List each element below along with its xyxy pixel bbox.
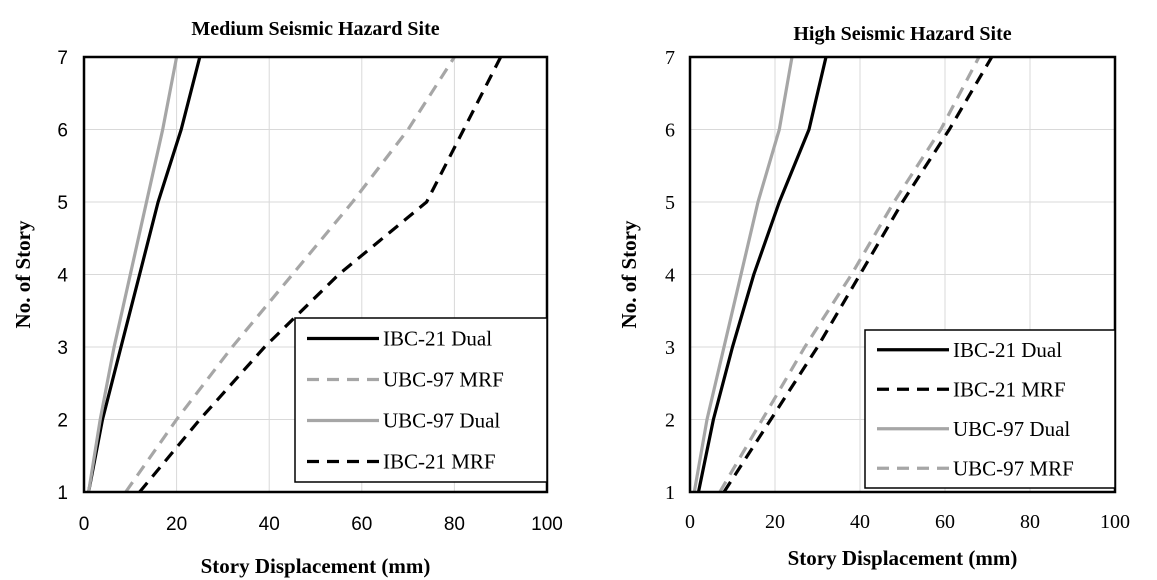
x-tick-label: 80 bbox=[444, 514, 465, 535]
x-axis-label: Story Displacement (mm) bbox=[788, 546, 1018, 570]
y-tick-label: 4 bbox=[57, 266, 68, 287]
x-axis-label: Story Displacement (mm) bbox=[201, 554, 431, 578]
y-tick-label: 3 bbox=[665, 337, 675, 359]
legend-label: UBC-97 MRF bbox=[953, 456, 1074, 480]
legend-label: UBC-97 Dual bbox=[383, 409, 500, 433]
chart-title: Medium Seismic Hazard Site bbox=[191, 18, 439, 40]
y-tick-label: 6 bbox=[57, 121, 68, 142]
legend-box bbox=[294, 317, 548, 483]
chart-panel-1: Medium Seismic Hazard Site 0 20 40 60 80 100 1 2… bbox=[11, 18, 563, 578]
y-tick-label: 3 bbox=[57, 338, 68, 359]
plot-frame bbox=[82, 55, 549, 494]
x-tick-label: 60 bbox=[351, 514, 372, 535]
x-tick-label: 100 bbox=[531, 514, 563, 535]
legend-label: IBC-21 MRF bbox=[953, 377, 1066, 401]
y-tick-label: 6 bbox=[665, 120, 675, 142]
legend-label: IBC-21 Dual bbox=[953, 338, 1062, 362]
y-tick-label: 4 bbox=[665, 265, 675, 287]
legend-label: IBC-21 Dual bbox=[383, 327, 492, 351]
y-tick-label: 1 bbox=[665, 482, 675, 504]
x-tick-label: 40 bbox=[259, 514, 280, 535]
series-line-4 bbox=[718, 56, 981, 493]
x-tick-label: 20 bbox=[166, 514, 187, 535]
y-tick-label: 2 bbox=[665, 410, 675, 432]
y-tick-label: 5 bbox=[57, 193, 68, 214]
x-tick-label: 40 bbox=[850, 511, 870, 533]
y-tick-label: 2 bbox=[57, 411, 68, 432]
chart-panel-2: High Seismic Hazard Site 0 20 40 60 80 100 1 2 3 4… bbox=[617, 23, 1130, 570]
legend-label: UBC-97 MRF bbox=[383, 368, 504, 392]
legend-label: IBC-21 MRF bbox=[383, 450, 496, 474]
x-tick-label: 20 bbox=[765, 511, 785, 533]
x-tick-label: 0 bbox=[685, 511, 695, 533]
series-line-3 bbox=[692, 56, 794, 493]
legend-box bbox=[864, 329, 1116, 489]
series-line-1 bbox=[696, 56, 828, 493]
x-tick-label: 100 bbox=[1100, 511, 1130, 533]
x-tick-label: 60 bbox=[935, 511, 955, 533]
y-tick-label: 1 bbox=[57, 483, 68, 504]
legend: IBC-21 Dual UBC-97 MRF UBC-97 Dual IBC-21 M… bbox=[294, 317, 548, 483]
legend-label: UBC-97 Dual bbox=[953, 417, 1070, 441]
chart-title: High Seismic Hazard Site bbox=[793, 23, 1011, 45]
series-line-2 bbox=[124, 56, 456, 493]
y-axis-label: No. of Story bbox=[617, 220, 641, 328]
series-line-2 bbox=[722, 56, 994, 493]
y-tick-label: 5 bbox=[665, 192, 675, 214]
series-line-4 bbox=[138, 56, 503, 494]
y-axis-label: No. of Story bbox=[11, 220, 35, 328]
y-tick-label: 7 bbox=[665, 47, 675, 69]
plot-frame bbox=[688, 55, 1117, 494]
legend: IBC-21 Dual IBC-21 MRF UBC-97 Dual UBC-97 M… bbox=[864, 329, 1116, 489]
y-tick-label: 7 bbox=[57, 48, 68, 69]
x-tick-label: 0 bbox=[79, 514, 90, 535]
series-line-1 bbox=[87, 56, 202, 493]
x-tick-label: 80 bbox=[1020, 511, 1040, 533]
series-line-3 bbox=[87, 56, 179, 493]
